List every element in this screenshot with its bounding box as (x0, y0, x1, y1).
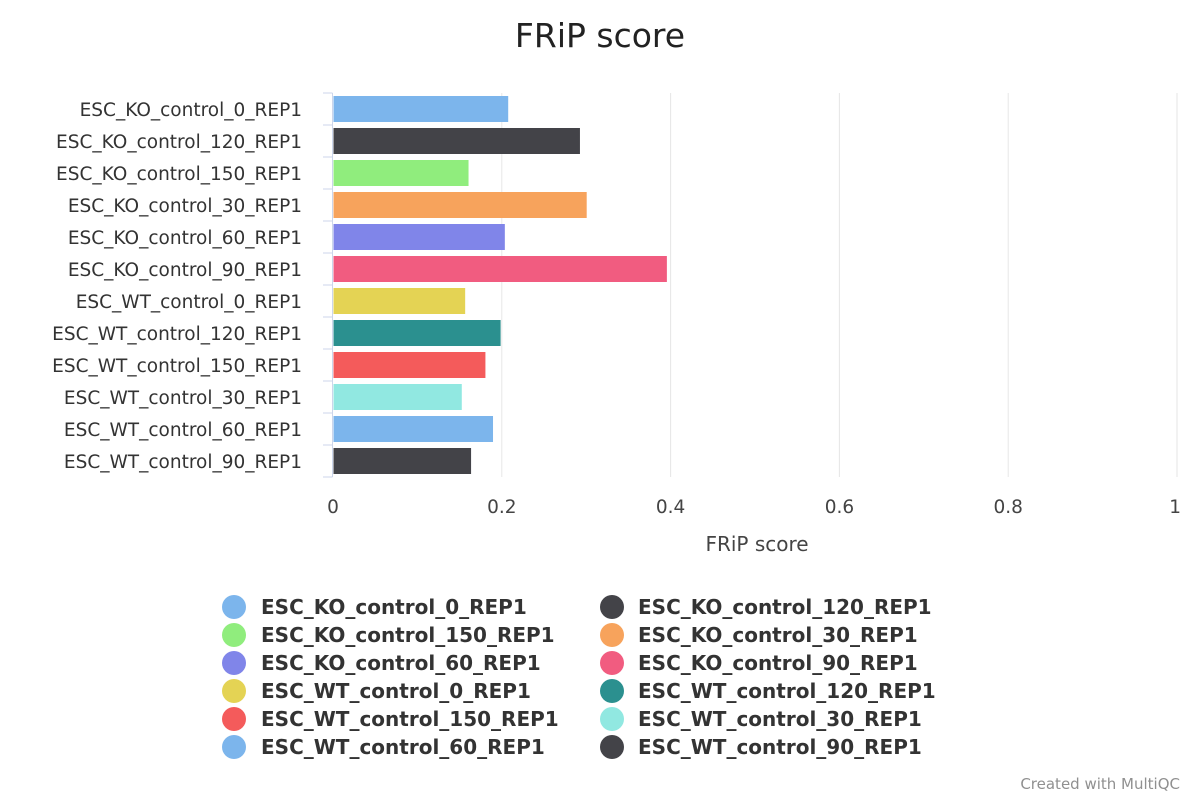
x-tick-label: 0.4 (656, 497, 685, 518)
legend-marker (600, 623, 624, 647)
legend-marker (222, 595, 246, 619)
legend-marker (600, 735, 624, 759)
bar[interactable] (333, 384, 462, 410)
category-label: ESC_KO_control_30_REP1 (68, 196, 302, 217)
bar[interactable] (333, 448, 472, 474)
bar[interactable] (333, 192, 587, 218)
x-tick-label: 0.8 (993, 497, 1022, 518)
category-label: ESC_WT_control_90_REP1 (64, 452, 302, 473)
category-label: ESC_WT_control_60_REP1 (64, 420, 302, 441)
legend-label: ESC_KO_control_150_REP1 (261, 623, 555, 647)
legend-item[interactable]: ESC_WT_control_120_REP1 (600, 679, 936, 703)
legend-item[interactable]: ESC_KO_control_120_REP1 (600, 595, 932, 619)
legend-label: ESC_WT_control_150_REP1 (261, 707, 559, 731)
category-label: ESC_WT_control_30_REP1 (64, 388, 302, 409)
bar[interactable] (333, 160, 469, 186)
legend-marker (222, 735, 246, 759)
bars-layer (333, 96, 667, 474)
bar[interactable] (333, 128, 580, 154)
category-label: ESC_KO_control_120_REP1 (56, 132, 302, 153)
category-labels: ESC_KO_control_0_REP1 ESC_KO_control_120_… (52, 100, 302, 473)
legend-label: ESC_KO_control_30_REP1 (638, 623, 918, 647)
category-label: ESC_KO_control_60_REP1 (68, 228, 302, 249)
chart-title: FRiP score (515, 16, 685, 55)
legend-marker (600, 679, 624, 703)
category-label: ESC_WT_control_120_REP1 (52, 324, 302, 345)
legend-label: ESC_KO_control_90_REP1 (638, 651, 918, 675)
bar[interactable] (333, 352, 486, 378)
category-label: ESC_KO_control_150_REP1 (56, 164, 302, 185)
legend-label: ESC_WT_control_60_REP1 (261, 735, 545, 759)
legend-item[interactable]: ESC_KO_control_60_REP1 (222, 651, 541, 675)
legend-marker (600, 707, 624, 731)
legend-label: ESC_WT_control_120_REP1 (638, 679, 936, 703)
x-tick-label: 0.6 (825, 497, 854, 518)
x-tick-labels: 0 0.2 0.4 0.6 0.8 1 (327, 497, 1181, 518)
legend-item[interactable]: ESC_WT_control_0_REP1 (222, 679, 531, 703)
axis-layer (323, 92, 333, 478)
bar[interactable] (333, 96, 509, 122)
legend-label: ESC_WT_control_0_REP1 (261, 679, 531, 703)
bar[interactable] (333, 320, 501, 346)
x-tick-label: 0.2 (487, 497, 516, 518)
legend-label: ESC_KO_control_60_REP1 (261, 651, 541, 675)
legend-marker (222, 707, 246, 731)
legend-marker (600, 595, 624, 619)
legend-item[interactable]: ESC_WT_control_60_REP1 (222, 735, 545, 759)
category-label: ESC_WT_control_150_REP1 (52, 356, 302, 377)
bar[interactable] (333, 224, 505, 250)
legend: ESC_KO_control_0_REP1 ESC_KO_control_120_… (222, 595, 936, 759)
legend-item[interactable]: ESC_KO_control_90_REP1 (600, 651, 918, 675)
category-label: ESC_KO_control_90_REP1 (68, 260, 302, 281)
legend-item[interactable]: ESC_WT_control_30_REP1 (600, 707, 922, 731)
legend-item[interactable]: ESC_WT_control_150_REP1 (222, 707, 559, 731)
legend-marker (222, 651, 246, 675)
legend-label: ESC_WT_control_90_REP1 (638, 735, 922, 759)
bar[interactable] (333, 416, 494, 442)
grid-layer (501, 93, 1178, 477)
legend-item[interactable]: ESC_KO_control_150_REP1 (222, 623, 555, 647)
x-tick-label: 0 (327, 497, 339, 518)
legend-marker (600, 651, 624, 675)
credit-text[interactable]: Created with MultiQC (1020, 775, 1180, 793)
legend-label: ESC_KO_control_0_REP1 (261, 595, 527, 619)
x-tick-label: 1 (1169, 497, 1181, 518)
bar[interactable] (333, 288, 466, 314)
legend-marker (222, 623, 246, 647)
legend-label: ESC_KO_control_120_REP1 (638, 595, 932, 619)
legend-item[interactable]: ESC_WT_control_90_REP1 (600, 735, 922, 759)
legend-item[interactable]: ESC_KO_control_0_REP1 (222, 595, 527, 619)
legend-item[interactable]: ESC_KO_control_30_REP1 (600, 623, 918, 647)
category-label: ESC_WT_control_0_REP1 (76, 292, 302, 313)
bar[interactable] (333, 256, 667, 282)
category-label: ESC_KO_control_0_REP1 (80, 100, 302, 121)
legend-marker (222, 679, 246, 703)
x-axis-title: FRiP score (705, 532, 808, 556)
legend-label: ESC_WT_control_30_REP1 (638, 707, 922, 731)
